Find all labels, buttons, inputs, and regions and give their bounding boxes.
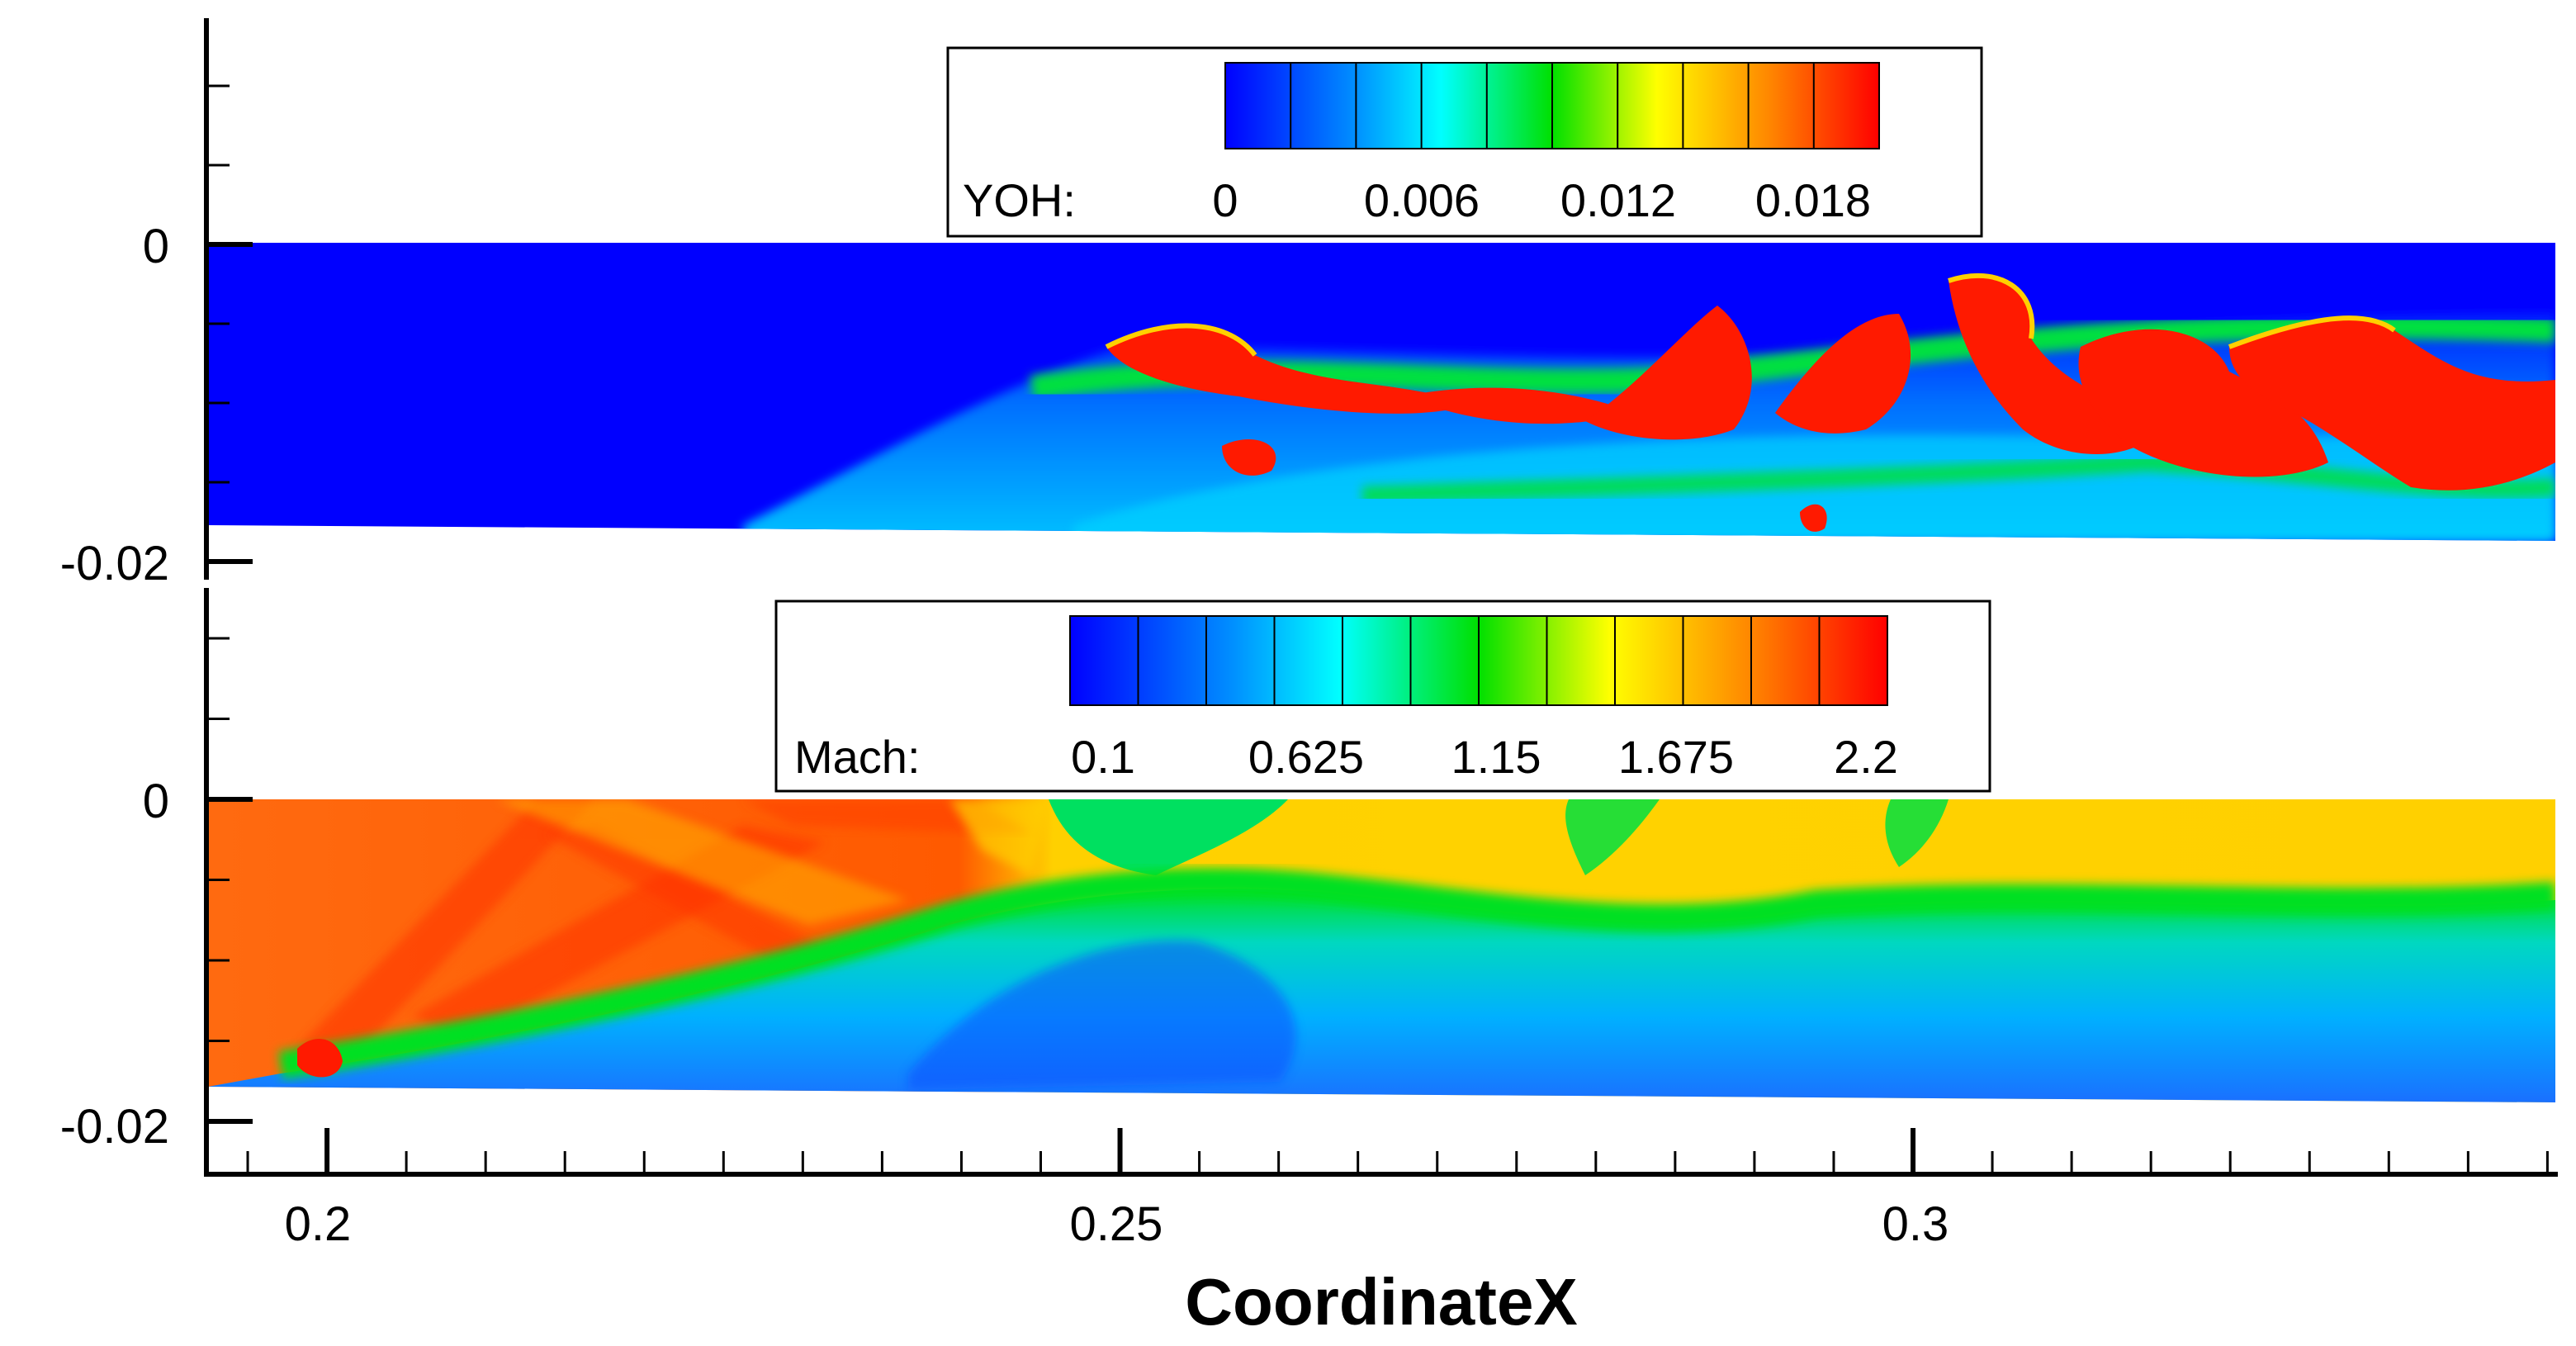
mach-legend-tick-3: 1.675 [1618,731,1734,783]
yoh-legend-tick-3: 0.018 [1755,174,1871,226]
axes [204,18,2558,1177]
yoh-legend-tick-0: 0 [1212,174,1238,226]
x-tick-label-0-25: 0.25 [1070,1197,1163,1251]
mach-legend-label: Mach: [794,731,921,783]
yoh-legend: YOH: 0 0.006 0.012 0.018 [946,46,1983,238]
yoh-colorbar-levels [1290,63,1815,149]
y-tick-label-top-minus002: -0.02 [60,537,169,590]
mach-legend-tick-4: 2.2 [1834,731,1898,783]
x-tick-label-0-2: 0.2 [285,1197,352,1251]
mach-legend-tick-1: 0.625 [1248,731,1364,783]
yoh-legend-tick-1: 0.006 [1364,174,1480,226]
ticks-layer [206,84,2549,1174]
mach-legend-tick-0: 0.1 [1071,731,1135,783]
yoh-legend-label: YOH: [963,174,1076,226]
y-tick-label-bottom-0: 0 [143,775,169,828]
x-axis-title: CoordinateX [1185,1265,1578,1339]
mach-legend: Mach: 0.1 0.625 1.15 1.675 2.2 [774,600,1991,793]
x-tick-label-0-3: 0.3 [1882,1197,1949,1251]
mach-legend-tick-2: 1.15 [1451,731,1541,783]
y-tick-label-bottom-minus002: -0.02 [60,1100,169,1154]
yoh-legend-tick-2: 0.012 [1560,174,1676,226]
mach-field [208,799,2555,1102]
mach-colorbar-levels [1137,616,1821,705]
y-tick-label-top-0: 0 [143,220,169,273]
yoh-field [208,243,2555,541]
